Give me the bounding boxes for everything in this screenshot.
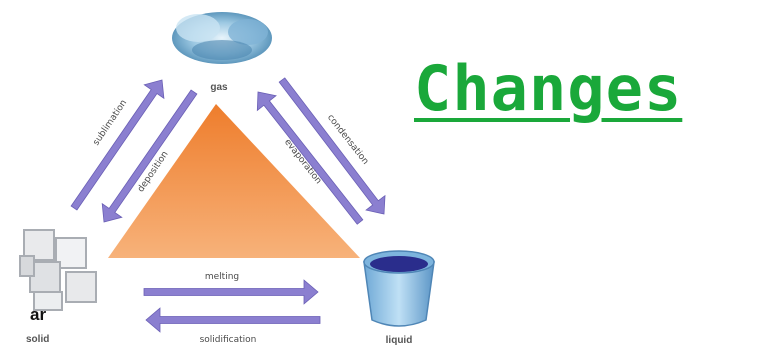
gas-cloud-icon: [172, 12, 272, 64]
solidification-arrow: [145, 307, 321, 333]
fragment-text: ar: [30, 305, 47, 324]
label-gas: gas: [210, 82, 228, 93]
evaporation-arrow: [256, 91, 364, 225]
label-liquid: liquid: [386, 335, 413, 346]
condensation-arrow: [278, 77, 386, 215]
melting-arrow: [143, 279, 319, 305]
page-title: Changes: [414, 52, 683, 125]
ice-cubes-icon: [19, 229, 97, 311]
label-solidification: solidification: [200, 335, 257, 345]
deposition-arrow: [101, 89, 198, 223]
label-melting: melting: [205, 272, 239, 282]
label-solid: solid: [26, 334, 49, 345]
liquid-bucket-icon: [363, 250, 435, 327]
sublimation-arrow: [70, 79, 165, 211]
orange-triangle: [108, 104, 360, 258]
